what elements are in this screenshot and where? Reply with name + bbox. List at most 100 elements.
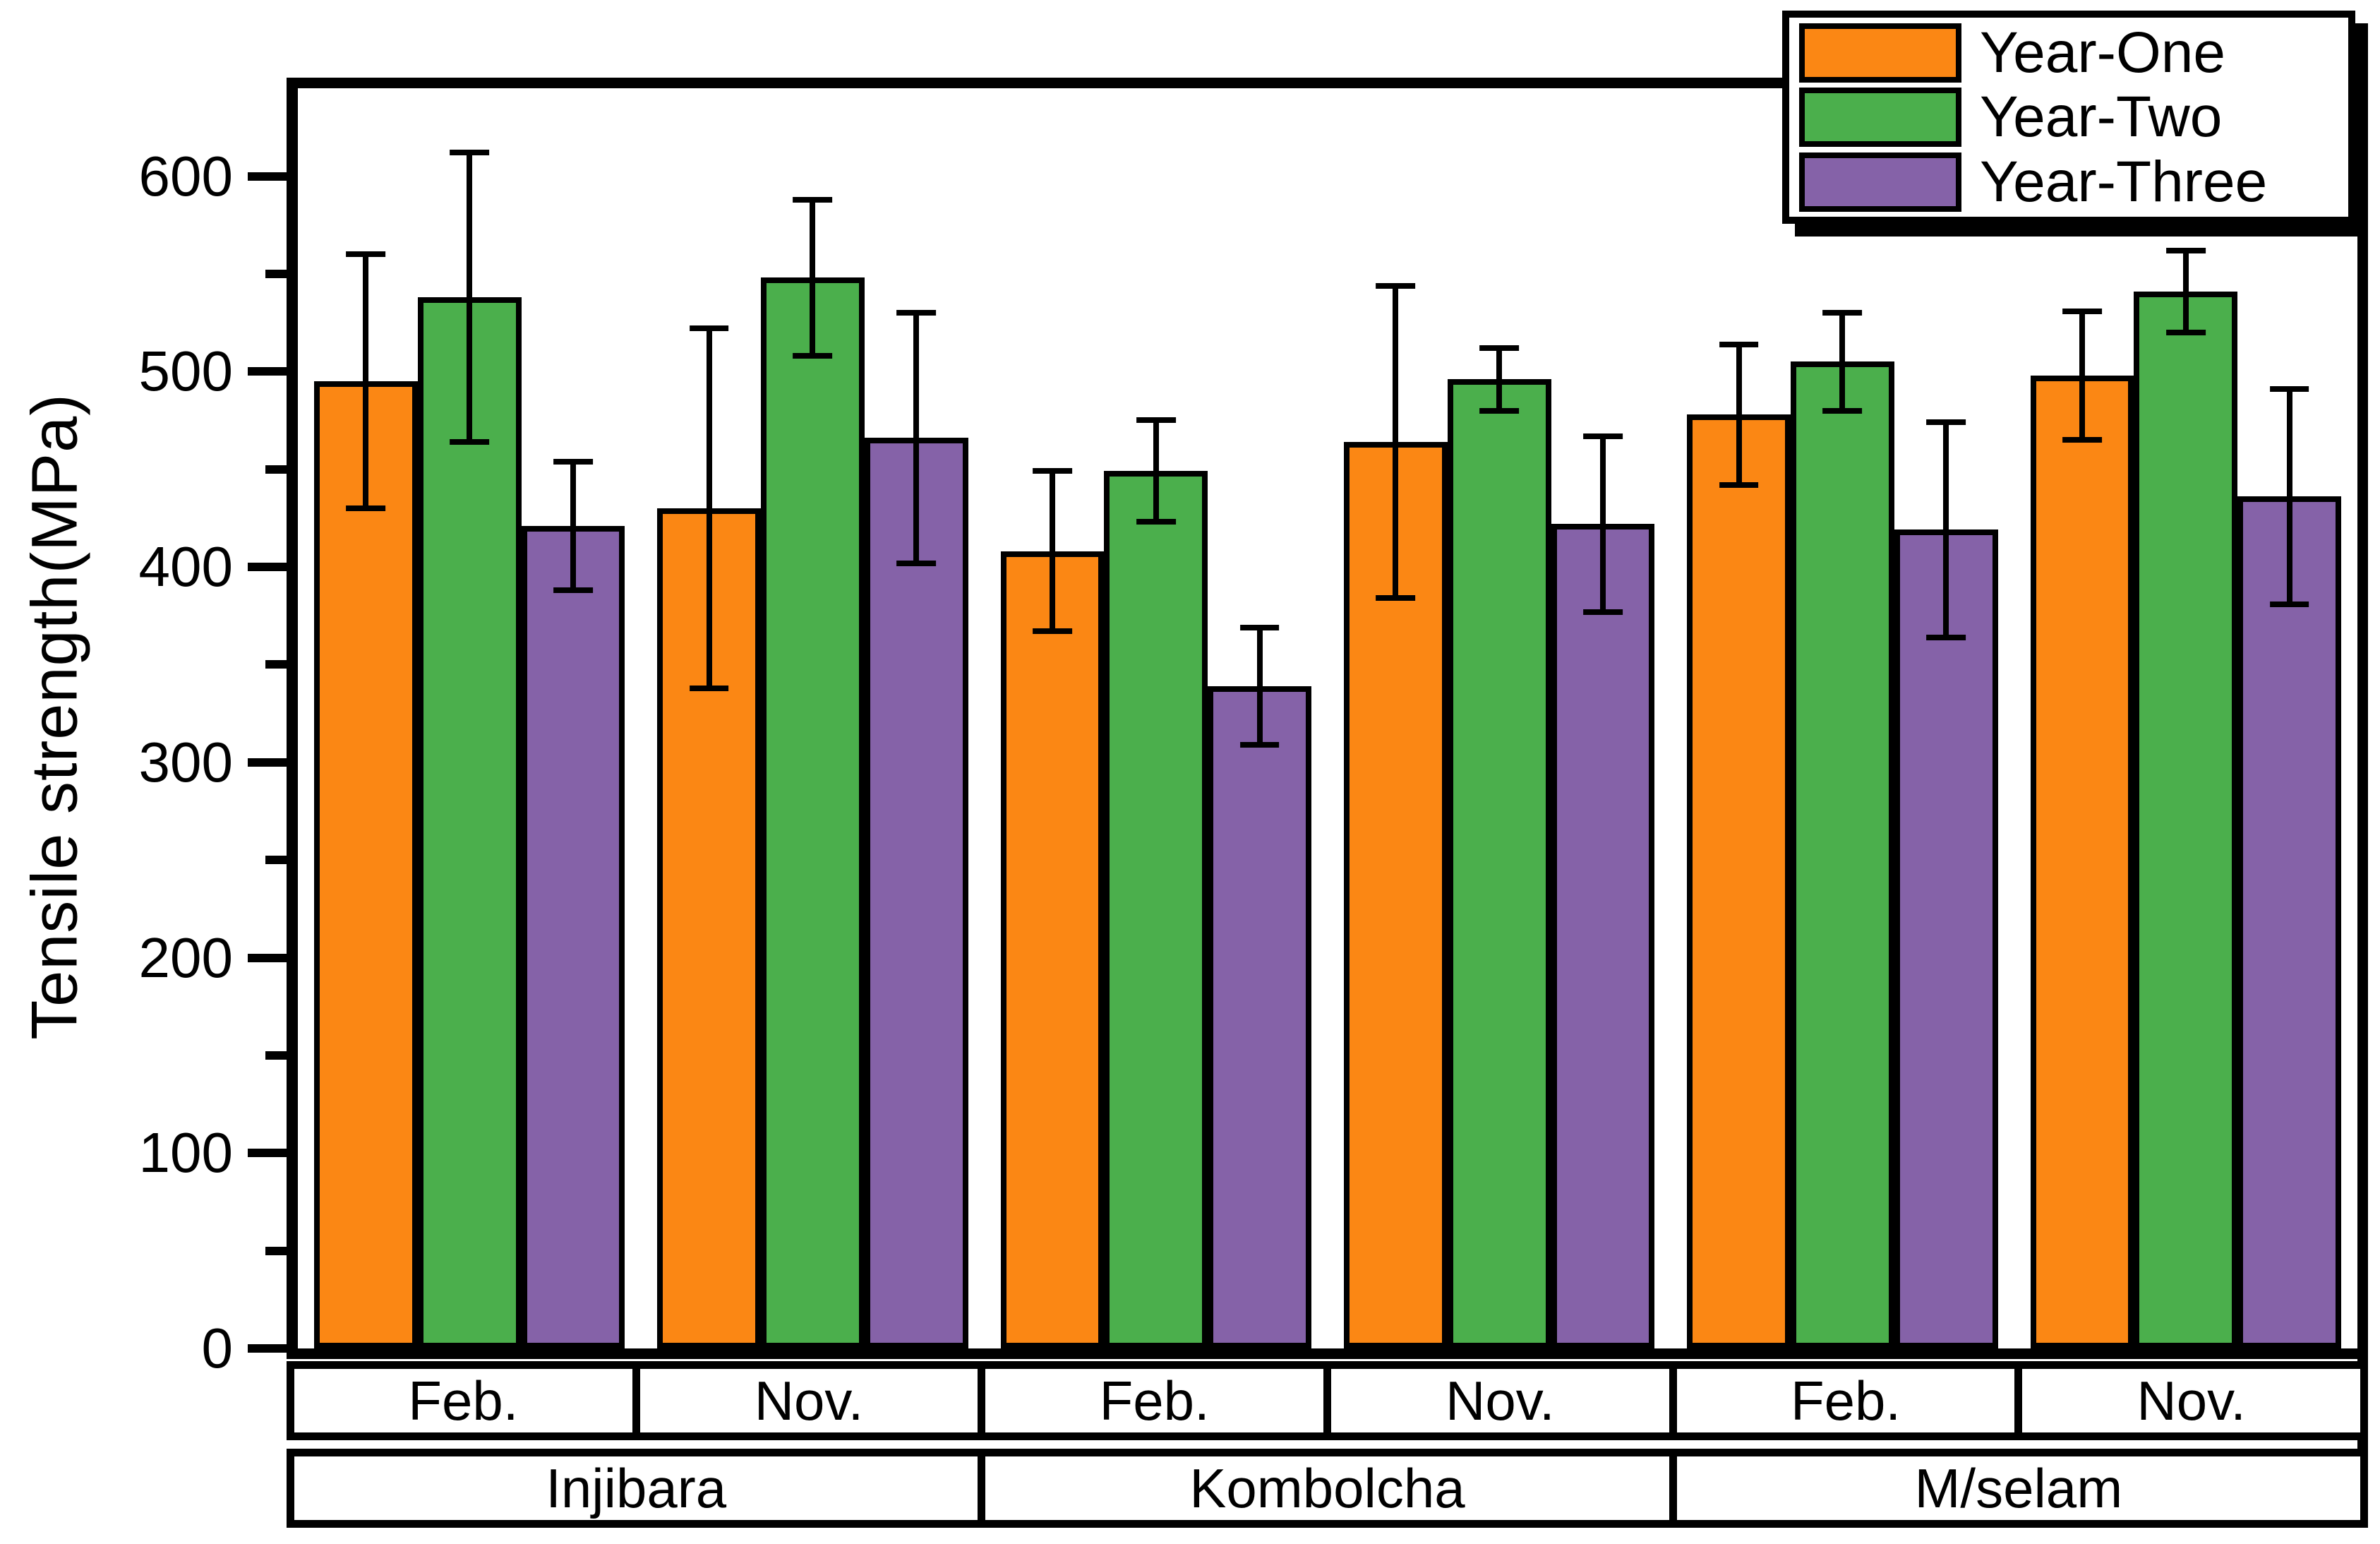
bar-slot-Year-Three-Kombolcha Feb.: [1208, 88, 1312, 1348]
bar-slot-Year-Two-Injibara Feb.: [417, 88, 522, 1348]
bar-Year-One-Kombolcha Feb.: [1000, 551, 1105, 1348]
legend-swatch-Year-Two: [1799, 88, 1961, 147]
error-bar-line: [1943, 422, 1949, 638]
error-bar-cap-bottom: [2165, 329, 2206, 335]
y-major-tick-200: [248, 953, 287, 962]
bar-Year-One-Injibara Feb.: [313, 381, 418, 1348]
y-minor-tick-150: [265, 1051, 287, 1060]
y-tick-label-200: 200: [138, 926, 233, 989]
bar-slot-Year-Three-M/selam Feb.: [1894, 88, 1998, 1348]
month-cell-1-Nov: Nov.: [632, 1361, 986, 1440]
y-major-tick-100: [248, 1149, 287, 1158]
error-bar-cap-top: [1719, 341, 1759, 347]
y-major-tick-500: [248, 367, 287, 376]
y-minor-tick-350: [265, 660, 287, 669]
error-bar-line: [1736, 344, 1742, 485]
error-bar-cap-bottom: [1719, 481, 1759, 488]
y-minor-tick-50: [265, 1246, 287, 1255]
month-cell-3-Nov: Nov.: [1323, 1361, 1677, 1440]
bar-Year-One-Kombolcha Nov.: [1343, 441, 1448, 1348]
error-bar-cap-top: [1479, 345, 1520, 352]
error-bar-cap-top: [1136, 417, 1176, 424]
bar-group-Kombolcha Feb.: [985, 88, 1328, 1348]
bar-Year-Two-Kombolcha Nov.: [1447, 379, 1551, 1348]
bar-group-Injibara Feb.: [298, 88, 641, 1348]
bar-slot-Year-One-Injibara Feb.: [313, 88, 418, 1348]
error-bar-cap-bottom: [1583, 609, 1623, 615]
month-cell-0-Feb: Feb.: [287, 1361, 640, 1440]
legend-swatch-Year-Three: [1799, 152, 1961, 212]
bar-Year-Three-M/selam Feb.: [1894, 529, 1998, 1348]
y-minor-tick-450: [265, 465, 287, 474]
bar-slot-Year-Two-Injibara Nov.: [761, 88, 865, 1348]
error-bar-cap-bottom: [2269, 601, 2309, 607]
bar-group-Kombolcha Nov.: [1328, 88, 1671, 1348]
legend-label-Year-Three: Year-Three: [1980, 149, 2268, 214]
error-bar-line: [2182, 250, 2189, 333]
month-cell-4-Feb: Feb.: [1669, 1361, 2023, 1440]
right-border-line: [2357, 78, 2368, 1528]
location-cell-M/selam: M/selam: [1669, 1449, 2368, 1528]
error-bar-cap-top: [1239, 624, 1280, 630]
error-bar-cap-bottom: [689, 685, 729, 691]
error-bar-cap-top: [2062, 308, 2102, 314]
error-bar-line: [810, 199, 816, 357]
location-cell-Injibara: Injibara: [287, 1449, 986, 1528]
plot-area: [298, 88, 2357, 1348]
error-bar-cap-top: [1822, 310, 1863, 316]
error-bar-cap-top: [793, 196, 833, 203]
error-bar-cap-bottom: [450, 438, 490, 445]
x-axis-month-row: Feb. Nov. Feb. Nov. Feb. Nov.: [287, 1361, 2369, 1440]
error-bar-line: [467, 152, 473, 442]
bar-slot-Year-One-Kombolcha Nov.: [1343, 88, 1448, 1348]
bar-group-Injibara Nov.: [641, 88, 984, 1348]
error-bar-cap-bottom: [1479, 407, 1520, 414]
bar-group-M/selam Nov.: [2014, 88, 2357, 1348]
bar-slot-Year-Three-Injibara Feb.: [521, 88, 625, 1348]
error-bar-cap-top: [1926, 419, 1966, 426]
bar-slot-Year-Three-Injibara Nov.: [864, 88, 968, 1348]
error-bar-line: [1256, 627, 1263, 745]
bar-Year-Three-Kombolcha Feb.: [1208, 686, 1312, 1348]
bar-Year-Two-Kombolcha Feb.: [1104, 471, 1208, 1348]
y-tick-label-0: 0: [201, 1317, 234, 1380]
bar-Year-Two-Injibara Feb.: [417, 297, 522, 1348]
bar-slot-Year-One-Injibara Nov.: [657, 88, 762, 1348]
error-bar-cap-top: [896, 310, 937, 316]
bar-Year-Three-M/selam Nov.: [2237, 496, 2342, 1348]
bar-slot-Year-Three-Kombolcha Nov.: [1551, 88, 1655, 1348]
bar-slot-Year-Three-M/selam Nov.: [2237, 88, 2342, 1348]
x-axis-location-row: Injibara Kombolcha M/selam: [287, 1449, 2368, 1528]
error-bar-line: [363, 254, 369, 509]
error-bar-line: [2079, 311, 2085, 441]
error-bar-cap-top: [346, 251, 386, 258]
error-bar-cap-top: [1583, 433, 1623, 439]
location-cell-Kombolcha: Kombolcha: [978, 1449, 1677, 1528]
error-bar-cap-top: [553, 458, 593, 465]
error-bar-line: [570, 461, 577, 591]
error-bar-cap-bottom: [793, 353, 833, 359]
bar-Year-Three-Injibara Nov.: [864, 438, 968, 1348]
error-bar-cap-bottom: [346, 505, 386, 512]
y-tick-label-600: 600: [138, 144, 233, 208]
y-major-tick-300: [248, 758, 287, 767]
y-tick-label-500: 500: [138, 340, 233, 403]
legend: Year-One Year-Two Year-Three: [1782, 11, 2355, 224]
error-bar-cap-bottom: [1926, 634, 1966, 640]
y-major-tick-0: [248, 1344, 287, 1353]
legend-label-Year-Two: Year-Two: [1980, 85, 2223, 149]
error-bar-cap-top: [2269, 386, 2309, 393]
y-major-tick-400: [248, 563, 287, 572]
error-bar-cap-bottom: [1376, 595, 1416, 602]
legend-entry-Year-Three: Year-Three: [1799, 152, 2348, 212]
error-bar-cap-bottom: [1822, 407, 1863, 414]
bar-slot-Year-One-M/selam Nov.: [2030, 88, 2134, 1348]
y-major-tick-600: [248, 172, 287, 181]
y-minor-tick-550: [265, 269, 287, 278]
legend-label-Year-One: Year-One: [1980, 20, 2225, 85]
month-cell-5-Nov: Nov.: [2014, 1361, 2369, 1440]
bar-Year-Three-Injibara Feb.: [521, 525, 625, 1348]
error-bar-line: [913, 313, 920, 563]
bars-layer: [298, 88, 2357, 1348]
error-bar-cap-top: [689, 325, 729, 332]
